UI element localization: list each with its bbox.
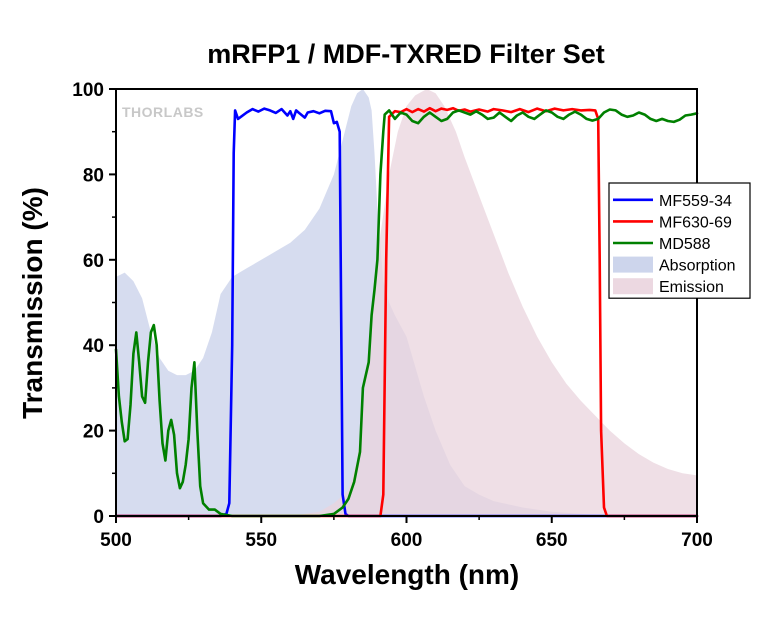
y-tick-label: 60: [83, 251, 104, 272]
y-tick-label: 80: [83, 165, 104, 186]
x-axis-label: Wavelength (nm): [295, 559, 520, 590]
series-mf559-34-line: [114, 107, 699, 518]
x-tick-label: 650: [536, 530, 568, 551]
legend-label-mf559-34: MF559-34: [659, 193, 732, 210]
area-series-layer: [116, 89, 697, 516]
y-tick-label: 100: [72, 80, 104, 101]
x-tick-label: 500: [100, 530, 132, 551]
series-mf630-69-line: [114, 106, 699, 518]
legend-swatch-absorption: [613, 256, 653, 273]
y-axis-label: Transmission (%): [17, 187, 48, 419]
y-tick-label: 40: [83, 336, 104, 357]
x-tick-label: 550: [245, 530, 277, 551]
thorlabs-logo: THORLABS: [122, 104, 204, 120]
x-tick-label: 700: [681, 530, 713, 551]
legend-label-mf630-69: MF630-69: [659, 214, 732, 231]
y-tick-label: 20: [83, 422, 104, 443]
legend-label-absorption: Absorption: [659, 258, 736, 275]
y-tick-label: 0: [93, 507, 104, 528]
series-absorption-area: [116, 89, 697, 516]
chart-title: mRFP1 / MDF-TXRED Filter Set: [207, 39, 605, 69]
axis-ticks: 500 550 600 650 700 0 20 40 60 80 100: [72, 80, 713, 551]
legend-swatch-emission: [613, 278, 653, 295]
legend: MF559-34 MF630-69 MD588 Absorption Emission: [608, 182, 751, 299]
series-emission-area: [116, 89, 697, 516]
legend-label-md588: MD588: [659, 236, 711, 253]
series-md588-line: [114, 108, 699, 518]
legend-label-emission: Emission: [659, 279, 724, 296]
x-tick-label: 600: [391, 530, 423, 551]
line-series-layer: [114, 106, 699, 518]
